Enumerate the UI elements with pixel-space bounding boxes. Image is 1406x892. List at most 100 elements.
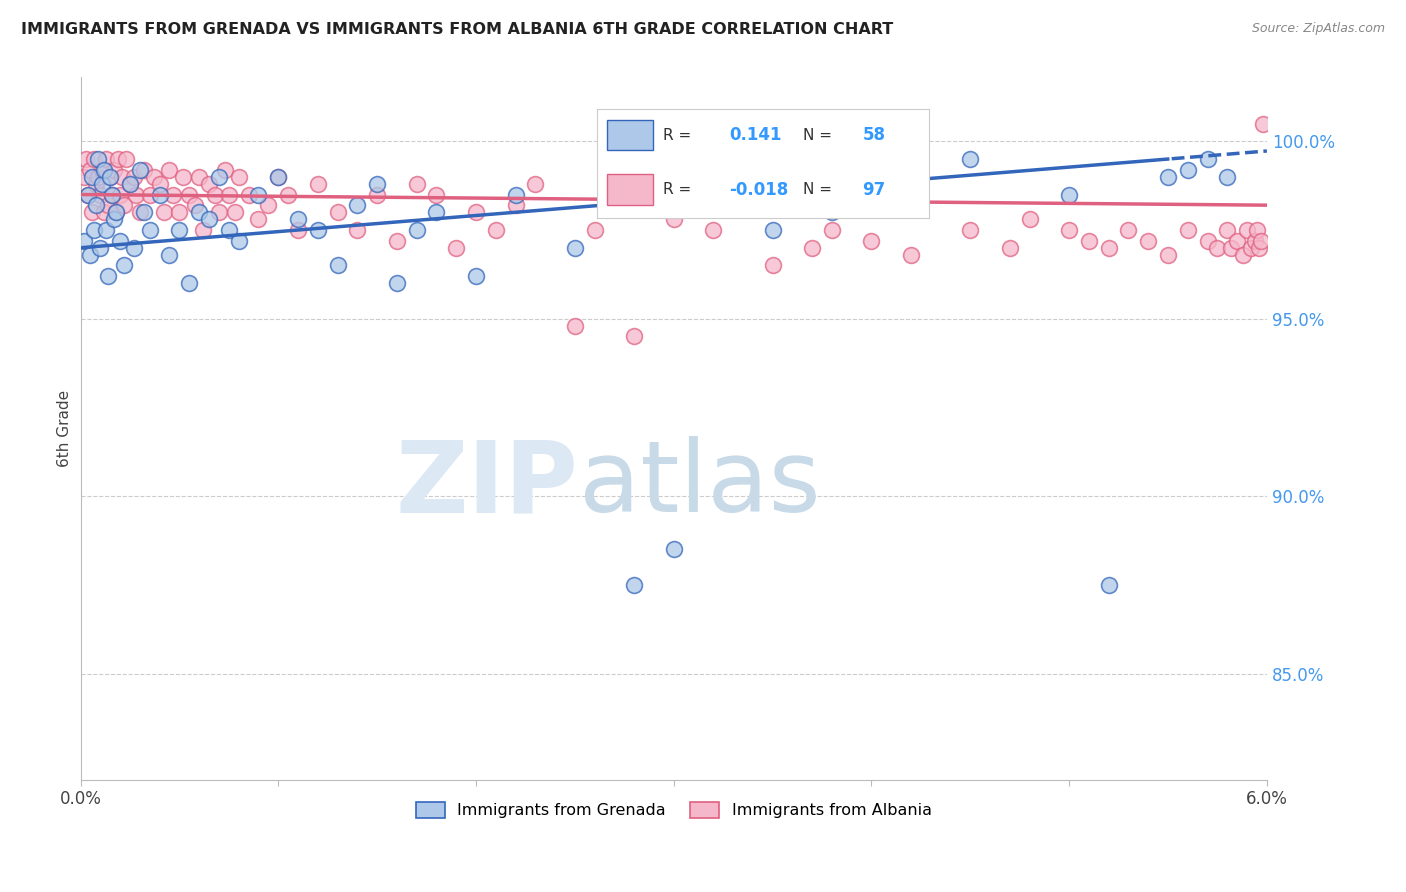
Point <box>1057 187 1080 202</box>
Point <box>132 162 155 177</box>
Point <box>1232 248 1254 262</box>
Point <box>83 223 105 237</box>
Point <box>1216 223 1239 237</box>
Point <box>83 152 105 166</box>
Point <box>228 234 250 248</box>
Point <box>86 177 108 191</box>
Point <box>93 162 115 177</box>
Point <box>505 198 527 212</box>
Point <box>73 234 96 248</box>
Point <box>89 187 111 202</box>
Point <box>138 187 160 202</box>
Point <box>82 205 104 219</box>
Point <box>1057 223 1080 237</box>
Point <box>122 169 145 184</box>
Point <box>1157 169 1180 184</box>
Point <box>287 223 309 237</box>
Point <box>366 177 388 191</box>
Point <box>1177 223 1199 237</box>
Point <box>107 152 129 166</box>
Point <box>122 241 145 255</box>
Text: ZIP: ZIP <box>396 436 579 533</box>
Point <box>959 152 981 166</box>
Point <box>105 205 128 219</box>
Point <box>1206 241 1229 255</box>
Point <box>425 187 447 202</box>
Point <box>218 187 240 202</box>
Point <box>662 542 685 557</box>
Point <box>93 205 115 219</box>
Point <box>105 205 128 219</box>
Point <box>97 269 120 284</box>
Point <box>444 241 467 255</box>
Point <box>169 205 191 219</box>
Point <box>1157 248 1180 262</box>
Point <box>149 177 172 191</box>
Point <box>821 205 844 219</box>
Point <box>1220 241 1243 255</box>
Point <box>1197 152 1219 166</box>
Point <box>125 187 148 202</box>
Point <box>761 259 783 273</box>
Point <box>152 205 174 219</box>
Point <box>366 187 388 202</box>
Y-axis label: 6th Grade: 6th Grade <box>58 390 72 467</box>
Point <box>1197 234 1219 248</box>
Point <box>860 234 883 248</box>
Point <box>564 318 586 333</box>
Point <box>1250 234 1272 248</box>
Point <box>257 198 280 212</box>
Point <box>162 187 184 202</box>
Point <box>247 212 270 227</box>
Point <box>1244 234 1267 248</box>
Point <box>761 223 783 237</box>
Point <box>118 177 141 191</box>
Point <box>564 241 586 255</box>
Point <box>267 169 290 184</box>
Point <box>73 169 96 184</box>
Point <box>77 187 100 202</box>
Point <box>485 223 508 237</box>
Point <box>801 241 824 255</box>
Point <box>184 198 207 212</box>
Point <box>860 162 883 177</box>
Point <box>1018 212 1040 227</box>
Point <box>267 169 290 184</box>
Point <box>346 223 368 237</box>
Point <box>86 198 108 212</box>
Point <box>132 205 155 219</box>
Point <box>169 223 191 237</box>
Point <box>346 198 368 212</box>
Point <box>524 177 547 191</box>
Text: atlas: atlas <box>579 436 821 533</box>
Point <box>98 169 121 184</box>
Point <box>224 205 246 219</box>
Point <box>98 169 121 184</box>
Point <box>101 187 124 202</box>
Point <box>583 223 606 237</box>
Point <box>998 241 1021 255</box>
Point <box>91 162 114 177</box>
Point <box>79 162 101 177</box>
Point <box>385 277 408 291</box>
Point <box>1137 234 1160 248</box>
Point <box>198 177 221 191</box>
Point <box>112 198 135 212</box>
Point <box>204 187 226 202</box>
Point <box>111 169 134 184</box>
Point <box>465 205 488 219</box>
Point <box>96 152 118 166</box>
Point <box>208 205 231 219</box>
Point <box>465 269 488 284</box>
Point <box>218 223 240 237</box>
Point <box>821 223 844 237</box>
Point <box>188 205 211 219</box>
Point <box>1118 223 1140 237</box>
Point <box>1240 241 1263 255</box>
Point <box>198 212 221 227</box>
Point <box>277 187 299 202</box>
Point <box>115 152 138 166</box>
Point <box>179 277 201 291</box>
Point <box>405 177 427 191</box>
Point <box>91 177 114 191</box>
